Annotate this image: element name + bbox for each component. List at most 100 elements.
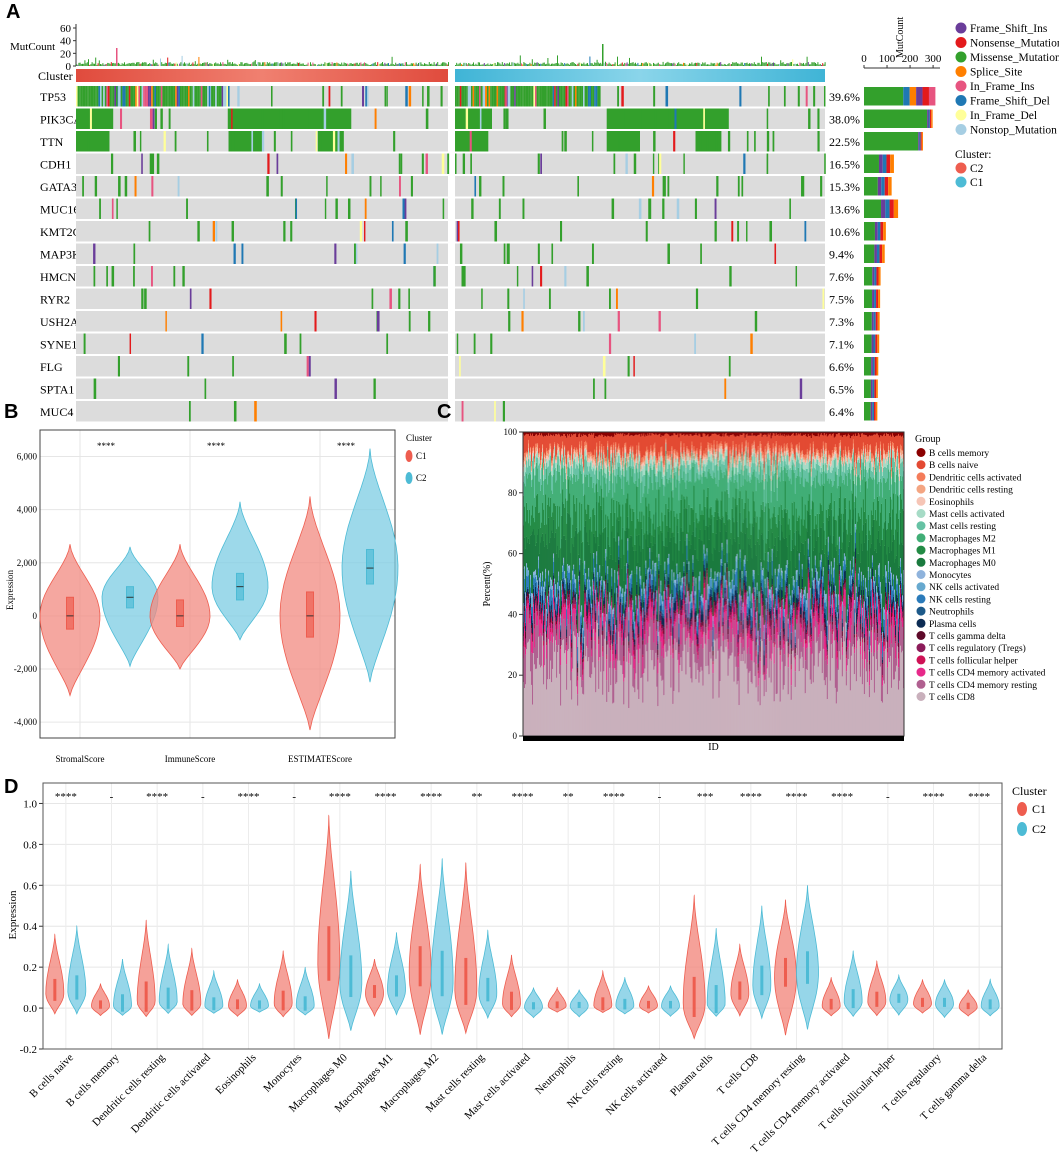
mutcount-bar [743,65,744,66]
mutcount-bar [172,64,173,66]
mutcount-bar [670,63,671,66]
mutcount-bar [762,62,763,66]
mutation-tick [716,131,718,152]
mutation-cell [105,86,107,107]
mutcount-bar [649,63,650,66]
mutation-tick [544,109,546,130]
mutcount-bar [798,65,799,66]
mutcount-bar [383,64,384,66]
mutation-tick [481,289,483,310]
mutation-tick [94,379,97,400]
mutation-cell [174,86,176,107]
mutation-tick [151,176,153,197]
gene-percentage: 7.6% [829,270,854,284]
mutcount-bar [629,58,630,66]
mutcount-bar [254,61,255,66]
mutation-cell [196,86,198,107]
gene-row-background [455,289,825,310]
mutation-cell [471,86,473,107]
gene-percentage: 39.6% [829,90,860,104]
mutation-tick [649,199,651,220]
mutcount-bar [747,63,748,66]
gene-count-bar-segment [876,267,878,286]
mutcount-bar [609,63,610,66]
bar-tick-label: 300 [925,53,942,65]
mutation-tick [399,176,401,197]
mutation-tick [329,86,331,107]
mutcount-bar [481,65,482,66]
mutcount-bar [329,63,330,66]
mutcount-bar [318,64,319,66]
gene-count-bar-segment [890,200,894,219]
mutcount-bar [496,65,497,66]
legend-label: Missense_Mutation [970,52,1059,64]
mutcount-bar [165,63,166,66]
mutcount-bar [795,64,796,66]
mutcount-bar [741,63,742,66]
mutation-cell [164,86,166,107]
mutcount-bar [160,59,161,66]
mutcount-bar [623,64,624,66]
mutcount-bar [200,64,201,66]
mutation-tick [290,221,292,242]
mutcount-bar [244,63,245,66]
mutcount-bar [388,63,389,66]
mutcount-bar [177,64,178,66]
mutcount-bar [238,64,239,66]
mutation-tick [262,109,264,130]
gene-count-bar [864,335,872,354]
mutation-tick [345,154,347,175]
mutcount-bar [334,63,335,66]
mutcount-bar [278,62,279,66]
mutcount-bar [793,64,794,66]
gene-count-bar-segment [927,110,928,129]
mutcount-bar [507,63,508,66]
mutcount-bar [531,64,532,66]
mutation-cell [204,86,206,107]
mutcount-bar [681,64,682,66]
mutcount-bar [411,63,412,66]
mutcount-bar [138,62,139,66]
gene-count-bar-segment [886,155,890,174]
gene-count-bar-segment [875,357,877,376]
mutcount-bar [558,63,559,66]
mutcount-bar [820,64,821,66]
mutcount-bar [84,60,85,66]
boxplot-c1 [67,597,74,629]
mutcount-bar [201,64,202,66]
gene-count-bar [864,200,881,219]
mutcount-bar [714,63,715,66]
mutcount-bar [207,62,208,66]
mutcount-bar [479,62,480,66]
mutation-cell [102,86,104,107]
mutation-tick [141,289,143,310]
mutcount-bar [821,65,822,66]
mutcount-bar [340,64,341,66]
mutcount-bar [490,64,491,66]
mutcount-bar [687,64,688,66]
mutcount-bar [227,60,228,66]
mutation-tick [564,266,566,287]
mutcount-bar [655,64,656,66]
mutcount-bar [528,64,529,66]
mutation-cell [159,86,161,107]
mutcount-bar [443,62,444,66]
gene-count-bar-segment [883,155,887,174]
mutation-tick [386,86,388,107]
mutcount-bar [366,64,367,66]
mutation-tick [160,109,162,130]
mutation-tick [373,379,375,400]
mutcount-bar [811,62,812,66]
mutcount-bar [286,64,287,66]
mutation-tick [442,154,445,175]
legend-swatch [406,472,413,484]
mutcount-bar [780,60,781,66]
mutation-tick [604,379,606,400]
mutcount-bar [634,64,635,66]
mutcount-bar [228,62,229,66]
mutation-cell [198,86,200,107]
mutation-tick [739,86,741,107]
gene-count-bar [864,290,872,309]
mutcount-bar [202,63,203,66]
mutcount-bar [555,63,556,66]
